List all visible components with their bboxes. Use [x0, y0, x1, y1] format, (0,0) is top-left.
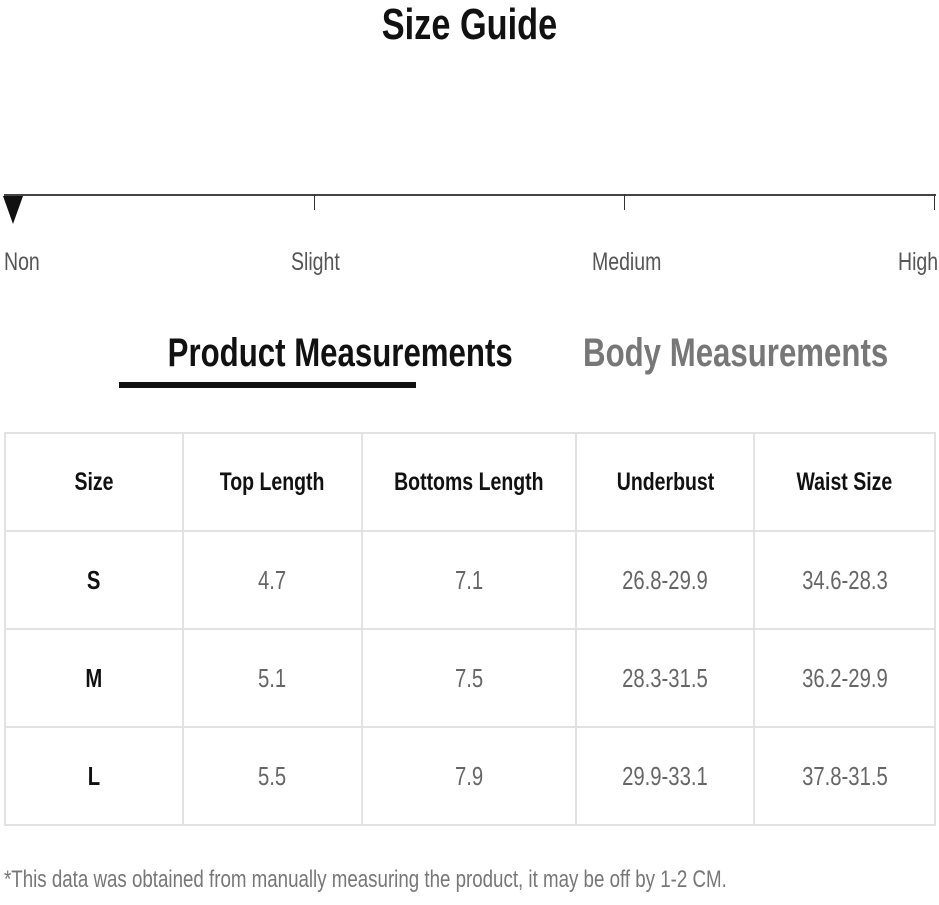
active-tab-underline: [119, 382, 416, 388]
cell: 5.1: [182, 628, 363, 728]
header-underbust: Underbust: [574, 432, 756, 532]
scale-label-medium: Medium: [592, 248, 662, 276]
cell-size: L: [3, 726, 185, 826]
table-row: S 4.7 7.1 26.8-29.9 34.6-28.3: [3, 530, 936, 630]
scale-tick: [314, 194, 315, 210]
scale-tick: [934, 194, 935, 210]
header-top-length: Top Length: [182, 432, 363, 532]
cell-size: S: [3, 530, 185, 630]
stretch-pointer-icon: [3, 196, 23, 224]
cell: 7.1: [360, 530, 577, 630]
scale-label-high: High: [898, 248, 939, 276]
cell: 36.2-29.9: [753, 628, 936, 728]
cell: 29.9-33.1: [574, 726, 756, 826]
scale-tick: [624, 194, 625, 210]
cell: 7.9: [360, 726, 577, 826]
table-header-row: Size Top Length Bottoms Length Underbust…: [3, 432, 936, 532]
tab-body-measurements[interactable]: Body Measurements: [583, 331, 889, 375]
size-table: Size Top Length Bottoms Length Underbust…: [3, 432, 936, 826]
cell: 5.5: [182, 726, 363, 826]
cell-size: M: [3, 628, 185, 728]
scale-label-non: Non: [4, 248, 40, 276]
cell: 7.5: [360, 628, 577, 728]
page-title: Size Guide: [381, 0, 558, 49]
header-size: Size: [3, 432, 185, 532]
cell: 26.8-29.9: [574, 530, 756, 630]
cell: 34.6-28.3: [753, 530, 936, 630]
cell: 37.8-31.5: [753, 726, 936, 826]
cell: 4.7: [182, 530, 363, 630]
table-row: M 5.1 7.5 28.3-31.5 36.2-29.9: [3, 628, 936, 728]
table-row: L 5.5 7.9 29.9-33.1 37.8-31.5: [3, 726, 936, 826]
measurement-note: *This data was obtained from manually me…: [4, 866, 727, 893]
tab-product-measurements[interactable]: Product Measurements: [167, 331, 513, 375]
header-waist-size: Waist Size: [753, 432, 936, 532]
header-bottoms-length: Bottoms Length: [360, 432, 577, 532]
scale-label-slight: Slight: [291, 248, 340, 276]
stretch-scale-line: [4, 194, 936, 196]
cell: 28.3-31.5: [574, 628, 756, 728]
